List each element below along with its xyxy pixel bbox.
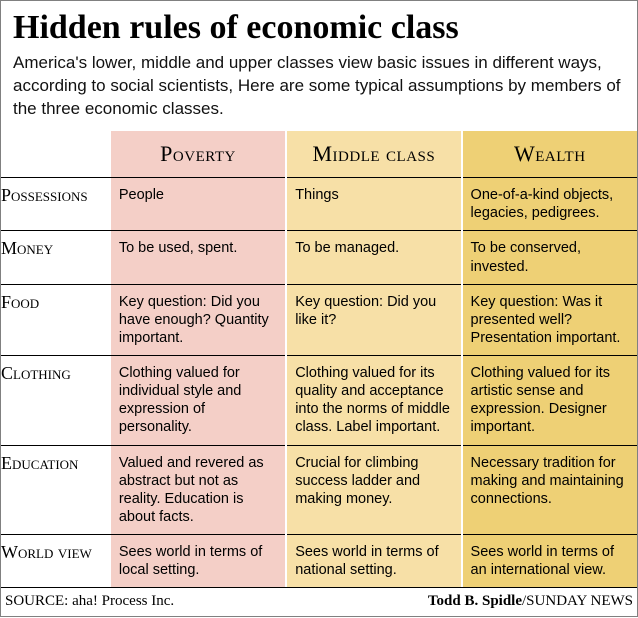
cell: Crucial for climbing success ladder and … — [286, 445, 461, 535]
cell: To be managed. — [286, 231, 461, 284]
comparison-table: Poverty Middle class Wealth Possessions … — [1, 131, 637, 587]
row-header: Money — [1, 231, 111, 284]
column-header-row: Poverty Middle class Wealth — [1, 131, 637, 178]
credit-name: Todd B. Spidle — [428, 593, 522, 609]
table-row: Possessions People Things One-of-a-kind … — [1, 178, 637, 231]
cell: Sees world in terms of an international … — [462, 535, 637, 588]
page-title: Hidden rules of economic class — [13, 9, 625, 46]
table-row: World view Sees world in terms of local … — [1, 535, 637, 588]
cell: People — [111, 178, 286, 231]
corner-cell — [1, 131, 111, 178]
footer: SOURCE: aha! Process Inc. Todd B. Spidle… — [1, 587, 637, 616]
cell: Sees world in terms of national setting. — [286, 535, 461, 588]
credit-pub: /SUNDAY NEWS — [522, 593, 633, 609]
row-header: Education — [1, 445, 111, 535]
source-label: SOURCE: — [5, 593, 68, 609]
cell: Things — [286, 178, 461, 231]
cell: To be conserved, invested. — [462, 231, 637, 284]
cell: To be used, spent. — [111, 231, 286, 284]
col-header-wealth: Wealth — [462, 131, 637, 178]
cell: Necessary tradition for making and maint… — [462, 445, 637, 535]
row-header: Food — [1, 284, 111, 355]
col-header-poverty: Poverty — [111, 131, 286, 178]
cell: Key question: Did you have enough? Quant… — [111, 284, 286, 355]
cell: Valued and revered as abstract but not a… — [111, 445, 286, 535]
table-row: Education Valued and revered as abstract… — [1, 445, 637, 535]
source-value: aha! Process Inc. — [72, 593, 174, 609]
row-header: Clothing — [1, 356, 111, 446]
col-header-middle: Middle class — [286, 131, 461, 178]
cell: Key question: Was it presented well? Pre… — [462, 284, 637, 355]
cell: Sees world in terms of local setting. — [111, 535, 286, 588]
cell: Key question: Did you like it? — [286, 284, 461, 355]
row-header: World view — [1, 535, 111, 588]
header: Hidden rules of economic class America's… — [1, 1, 637, 131]
row-header: Possessions — [1, 178, 111, 231]
cell: One-of-a-kind objects, legacies, pedigre… — [462, 178, 637, 231]
cell: Clothing valued for its quality and acce… — [286, 356, 461, 446]
cell: Clothing valued for its artistic sense a… — [462, 356, 637, 446]
source: SOURCE: aha! Process Inc. — [5, 593, 174, 610]
table-row: Clothing Clothing valued for individual … — [1, 356, 637, 446]
page-subtitle: America's lower, middle and upper classe… — [13, 52, 625, 121]
infographic-container: Hidden rules of economic class America's… — [0, 0, 638, 617]
credit: Todd B. Spidle/SUNDAY NEWS — [428, 593, 633, 610]
table-row: Food Key question: Did you have enough? … — [1, 284, 637, 355]
table-body: Possessions People Things One-of-a-kind … — [1, 178, 637, 588]
cell: Clothing valued for individual style and… — [111, 356, 286, 446]
table-row: Money To be used, spent. To be managed. … — [1, 231, 637, 284]
